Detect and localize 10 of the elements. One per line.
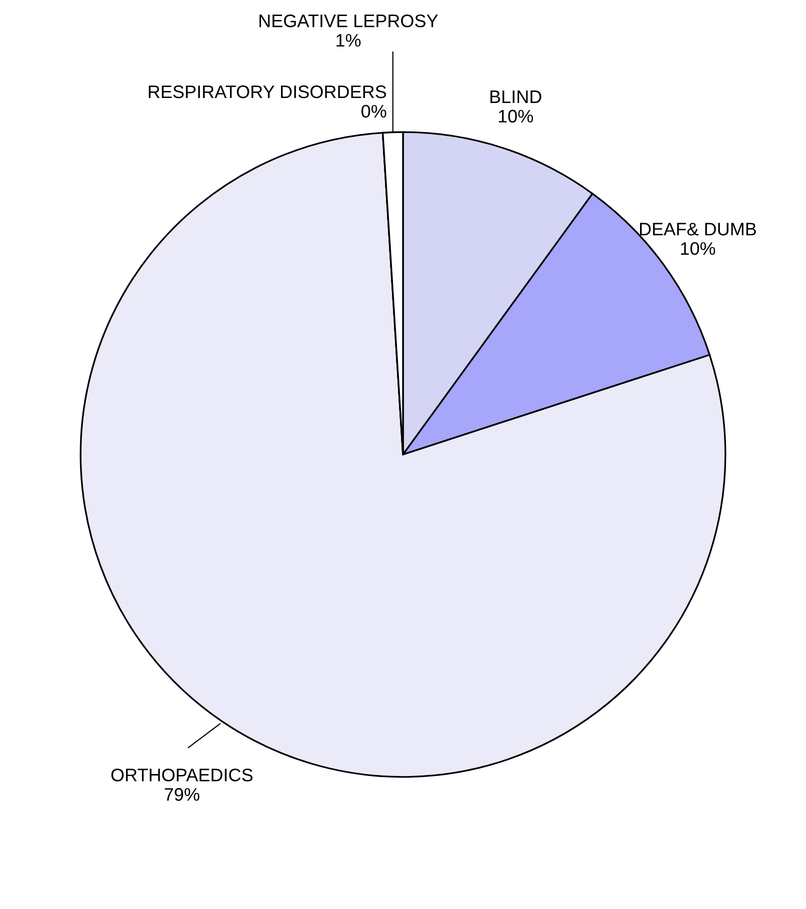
slice-label: NEGATIVE LEPROSY	[260, 14, 438, 28]
slice-label: ORTHOPAEDICS	[111, 768, 252, 782]
slice-label: DEAF& DUMB	[640, 222, 756, 236]
data-label: 10%	[498, 110, 534, 123]
text: 0%	[361, 104, 386, 118]
data-label: 10%	[681, 242, 716, 255]
data-label: 79%	[164, 788, 200, 801]
data-label: 1%	[336, 34, 361, 47]
category-label: RESPIRATORY DISORDERS	[148, 85, 386, 98]
slice-label: BLIND	[490, 90, 542, 103]
